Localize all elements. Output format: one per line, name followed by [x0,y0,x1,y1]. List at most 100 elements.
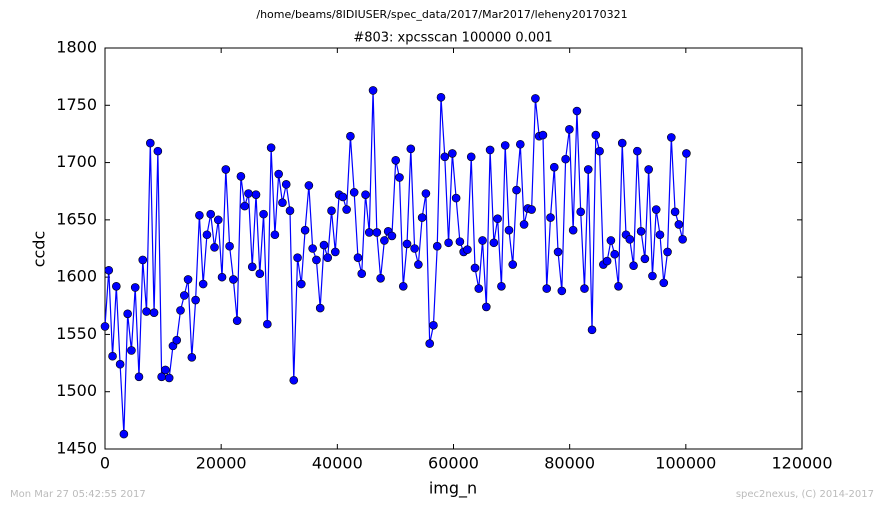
y-tick-label: 1550 [56,324,97,343]
marker [421,189,431,198]
marker [380,236,389,245]
marker [346,131,355,141]
marker [451,193,461,203]
marker [312,255,321,265]
marker [138,255,148,265]
marker [485,145,495,155]
marker [130,283,140,292]
marker [364,228,374,237]
marker [304,181,314,190]
marker [625,235,635,244]
marker [195,210,204,220]
marker [549,162,559,172]
marker [682,149,691,158]
marker [580,284,589,293]
marker [489,238,499,248]
marker [527,205,536,214]
marker [659,278,669,288]
marker [266,143,276,152]
marker [278,198,287,207]
marker [115,359,125,369]
marker [448,149,457,158]
marker [595,146,604,156]
marker [493,214,502,224]
marker [104,265,114,275]
y-tick-label: 1500 [56,381,97,400]
marker [210,243,219,252]
marker [474,284,484,293]
marker [247,262,257,272]
marker [142,307,151,316]
marker [149,308,159,317]
marker [319,240,329,250]
y-tick-label: 1600 [56,267,97,286]
y-tick-label: 1750 [56,95,97,114]
marker [357,269,367,279]
marker [663,247,672,257]
y-tick-label: 1700 [56,152,97,171]
marker [376,273,385,283]
marker [572,106,582,116]
suptitle: /home/beams/8IDIUSER/spec_data/2017/Mar2… [256,8,627,21]
marker [512,185,521,195]
marker [398,282,408,291]
marker [353,253,363,262]
marker [500,141,510,150]
marker [179,291,189,300]
marker [425,339,434,348]
marker [478,236,487,245]
marker [432,241,442,251]
x-tick-label: 40000 [312,454,363,473]
marker [187,353,197,362]
x-axis-label: img_n [429,479,477,499]
marker [414,260,423,269]
marker [440,152,450,162]
marker [338,192,348,202]
marker [183,275,193,284]
marker [546,213,555,222]
marker [587,325,597,335]
marker [331,247,340,257]
marker [568,225,578,235]
marker [391,155,401,165]
marker [368,86,378,95]
marker [387,231,397,241]
marker [191,295,200,305]
marker [285,206,295,215]
marker [293,253,302,262]
marker [232,316,242,325]
marker [667,133,676,142]
marker [466,152,476,162]
marker [198,279,208,289]
marker [633,146,642,156]
marker [614,282,623,291]
marker [213,215,223,225]
marker [406,144,416,154]
marker [372,228,382,237]
marker [127,346,136,355]
marker [395,173,404,182]
marker [644,165,653,174]
x-tick-label: 100000 [655,454,716,473]
marker [112,282,121,291]
marker [172,335,182,345]
marker [463,245,472,254]
marker [255,269,265,279]
marker [542,284,552,293]
marker [519,220,529,229]
marker [206,209,216,219]
marker [538,130,548,140]
marker [134,372,144,382]
marker [297,279,306,289]
marker [636,227,646,236]
marker [470,263,480,273]
x-tick-label: 0 [100,454,110,473]
marker [164,373,174,383]
marker [629,261,638,270]
marker [565,125,574,134]
marker [455,237,465,246]
marker [508,260,518,269]
marker [263,319,272,329]
